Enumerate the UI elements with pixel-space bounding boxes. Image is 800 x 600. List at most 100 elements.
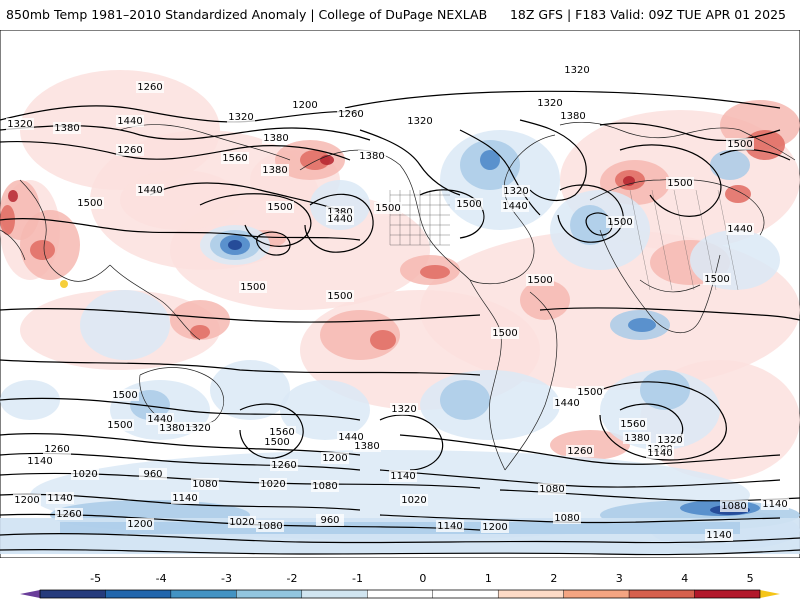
contour-label: 1140 bbox=[762, 499, 787, 510]
contour-label: 1500 bbox=[727, 139, 752, 150]
contour-label: 1440 bbox=[137, 185, 162, 196]
contour-label: 1500 bbox=[492, 328, 517, 339]
colorbar-tick-label: 4 bbox=[681, 572, 688, 585]
contour-label: 1320 bbox=[391, 404, 416, 415]
contour-label: 1560 bbox=[222, 153, 247, 164]
contour-label: 1380 bbox=[327, 207, 352, 218]
contour-label: 1200 bbox=[292, 100, 317, 111]
contour-label: 1380 bbox=[624, 433, 649, 444]
contour-label: 1500 bbox=[77, 198, 102, 209]
contour-label: 1260 bbox=[137, 82, 162, 93]
colorbar-tick-label: 1 bbox=[485, 572, 492, 585]
contour-label: 1080 bbox=[257, 521, 282, 532]
colorbar-tick-label: 0 bbox=[419, 572, 426, 585]
contour-label: 1140 bbox=[647, 448, 672, 459]
contour-label: 1320 bbox=[7, 119, 32, 130]
contour-label: 1320 bbox=[228, 112, 253, 123]
contour-label: 1320 bbox=[503, 186, 528, 197]
contour-label: 1560 bbox=[269, 427, 294, 438]
contour-label: 1260 bbox=[117, 145, 142, 156]
contour-label: 1440 bbox=[327, 214, 352, 225]
contour-label: 1500 bbox=[527, 275, 552, 286]
contour-label: 960 bbox=[320, 515, 339, 526]
contour-label: 1080 bbox=[539, 484, 564, 495]
colorbar-segment bbox=[105, 589, 172, 599]
contour-label: 1380 bbox=[354, 441, 379, 452]
contour-label: 1020 bbox=[72, 469, 97, 480]
contour-label: 1080 bbox=[721, 501, 746, 512]
colorbar-tick-label: 2 bbox=[550, 572, 557, 585]
contour-label: 1500 bbox=[577, 387, 602, 398]
contour-label: 1140 bbox=[172, 493, 197, 504]
color-scale-legend: -5 -4 -3 -2 -1 0 1 2 3 4 5 bbox=[20, 572, 780, 599]
contour-label: 1440 bbox=[727, 224, 752, 235]
contour-label: 1320 bbox=[564, 65, 589, 76]
contour-label: 1560 bbox=[620, 419, 645, 430]
contour-label: 1080 bbox=[554, 513, 579, 524]
colorbar-low-arrow bbox=[20, 590, 40, 598]
contour-label: 960 bbox=[143, 469, 162, 480]
contour-label: 1320 bbox=[185, 423, 210, 434]
colorbar-segment bbox=[301, 589, 368, 599]
coastlines bbox=[0, 121, 796, 471]
contour-label: 1260 bbox=[567, 446, 592, 457]
contour-label: 1020 bbox=[260, 479, 285, 490]
colorbar-segment bbox=[628, 589, 695, 599]
contour-label: 1500 bbox=[112, 390, 137, 401]
contour-label: 1380 bbox=[560, 111, 585, 122]
contour-label: 1440 bbox=[554, 398, 579, 409]
contour-label: 1140 bbox=[47, 493, 72, 504]
contour-label: 1440 bbox=[338, 432, 363, 443]
contour-label: 1380 bbox=[159, 423, 184, 434]
colorbar-tick-label: -4 bbox=[156, 572, 167, 585]
colorbar-tick-label: -3 bbox=[221, 572, 232, 585]
colorbar-tick-label: 3 bbox=[616, 572, 623, 585]
colorbar-tick-label: -5 bbox=[90, 572, 101, 585]
contour-label: 1500 bbox=[456, 199, 481, 210]
contour-label: 1080 bbox=[312, 481, 337, 492]
contour-label: 1260 bbox=[338, 109, 363, 120]
anomaly-shading bbox=[0, 70, 800, 554]
contour-label: 1200 bbox=[127, 519, 152, 530]
contour-label: 1440 bbox=[502, 201, 527, 212]
colorbar-segment bbox=[39, 589, 106, 599]
contour-label: 1500 bbox=[240, 282, 265, 293]
colorbar-segment bbox=[563, 589, 630, 599]
contour-label: 1140 bbox=[27, 456, 52, 467]
model-run-info: 18Z GFS | F183 Valid: 09Z TUE APR 01 202… bbox=[509, 7, 786, 22]
contour-label: 1500 bbox=[107, 420, 132, 431]
contour-label: 1500 bbox=[375, 203, 400, 214]
colorbar-tick-label: -2 bbox=[287, 572, 298, 585]
header-bar: 850mb Temp 1981–2010 Standardized Anomal… bbox=[0, 0, 800, 30]
colorbar-segment bbox=[497, 589, 564, 599]
contour-label: 1080 bbox=[192, 479, 217, 490]
contour-label: 1380 bbox=[359, 151, 384, 162]
contour-label: 1500 bbox=[704, 274, 729, 285]
colorbar-segment bbox=[236, 589, 303, 599]
contour-label: 1320 bbox=[537, 98, 562, 109]
contour-label: 1020 bbox=[229, 517, 254, 528]
colorbar-high-arrow bbox=[760, 590, 780, 598]
contour-label: 1440 bbox=[147, 414, 172, 425]
contour-label: 1200 bbox=[482, 522, 507, 533]
contour-label: 1260 bbox=[56, 509, 81, 520]
contour-label: 1380 bbox=[263, 133, 288, 144]
contour-label: 1500 bbox=[264, 437, 289, 448]
contour-label: 1380 bbox=[54, 123, 79, 134]
contour-label: 1140 bbox=[390, 471, 415, 482]
map-title: 850mb Temp 1981–2010 Standardized Anomal… bbox=[6, 7, 488, 22]
contour-label: 1260 bbox=[44, 444, 69, 455]
colorbar-tick-label: 5 bbox=[747, 572, 754, 585]
contour-label: 1140 bbox=[706, 530, 731, 541]
contour-label: 1500 bbox=[607, 217, 632, 228]
contour-label: 1200 bbox=[14, 495, 39, 506]
contour-label: 1320 bbox=[657, 435, 682, 446]
colorbar-segment bbox=[170, 589, 237, 599]
contour-label: 1500 bbox=[327, 291, 352, 302]
colorbar-segment bbox=[432, 589, 499, 599]
contour-label: 1380 bbox=[262, 165, 287, 176]
colorbar-segment bbox=[694, 589, 761, 599]
contour-label: 1020 bbox=[401, 495, 426, 506]
